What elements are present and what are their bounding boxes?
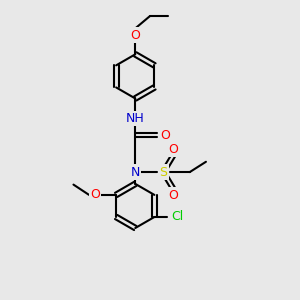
Text: NH: NH xyxy=(126,112,145,125)
Text: O: O xyxy=(90,188,100,201)
Text: Cl: Cl xyxy=(171,211,184,224)
Text: O: O xyxy=(169,188,178,202)
Text: O: O xyxy=(130,29,140,42)
Text: S: S xyxy=(159,166,167,178)
Text: N: N xyxy=(130,166,140,178)
Text: O: O xyxy=(169,142,178,156)
Text: O: O xyxy=(161,129,170,142)
